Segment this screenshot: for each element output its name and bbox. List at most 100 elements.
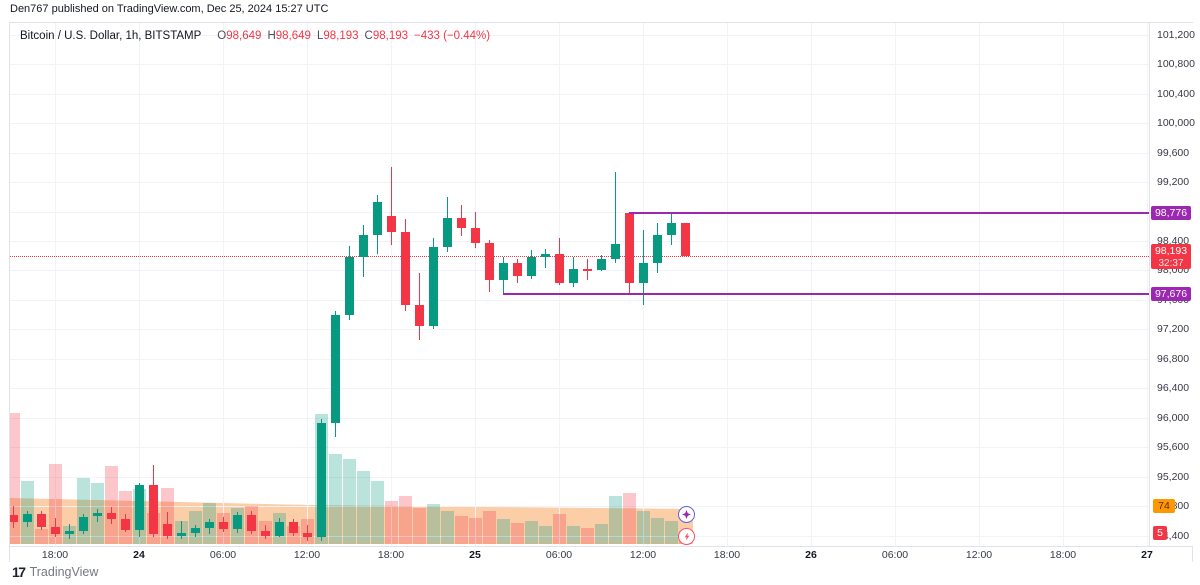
candle [512, 263, 522, 277]
price-tick-label: 97,200 [1157, 323, 1190, 336]
volume-bar [538, 526, 552, 544]
price-gridline [10, 270, 1149, 272]
candle-wick [614, 171, 616, 264]
price-gridline [10, 182, 1149, 184]
candle [176, 532, 186, 536]
time-gridline [307, 23, 308, 546]
price-gridline [10, 329, 1149, 331]
time-gridline [475, 23, 476, 546]
time-tick-label: 12:00 [965, 549, 993, 561]
volume-bar [580, 528, 594, 544]
price-tick-label: 95,600 [1157, 441, 1190, 454]
candle [442, 218, 452, 247]
high-value: 98,649 [275, 30, 311, 42]
chart-plot-area[interactable] [10, 23, 1149, 546]
volume-bar [10, 413, 20, 544]
volume-bar [664, 521, 678, 544]
candle [596, 258, 606, 271]
time-gridline [139, 23, 140, 546]
price-gridline [10, 241, 1149, 242]
sparkle-button[interactable] [678, 506, 695, 523]
time-gridline [1063, 23, 1064, 546]
price-tick-label: 100,800 [1157, 58, 1195, 71]
price-tick-label: 100,400 [1157, 87, 1195, 100]
time-gridline [979, 23, 980, 546]
low-label: L [316, 30, 324, 42]
time-gridline [811, 23, 812, 546]
time-tick-label: 06:00 [881, 549, 909, 561]
candle [386, 215, 396, 233]
volume-bar [650, 518, 664, 544]
candle [246, 515, 256, 532]
time-tick-label: 24 [133, 549, 145, 561]
volume-bar [622, 493, 636, 544]
candle [610, 243, 620, 259]
candle [470, 227, 480, 244]
candle [218, 522, 228, 530]
sparkle-icon [682, 510, 691, 519]
price-gridline [10, 535, 1149, 537]
candle [92, 512, 102, 517]
close-value: 98,193 [372, 30, 409, 42]
price-tick-label: 98,400 [1157, 235, 1190, 247]
volume-bar [636, 511, 650, 544]
volume-bar [608, 496, 622, 544]
price-gridline [10, 211, 1149, 213]
symbol-legend[interactable]: Bitcoin / U.S. Dollar, 1h, BITSTAMP O98,6… [20, 30, 490, 42]
candle [680, 222, 690, 257]
time-gridline [643, 23, 644, 546]
price-gridline [10, 64, 1149, 66]
time-tick-label: 06:00 [209, 549, 237, 561]
horizontal-level-line[interactable] [629, 212, 1149, 215]
volume-bar [370, 481, 384, 544]
candle [120, 519, 130, 530]
candle [638, 263, 648, 283]
current-price-badge: 98,193 32:37 [1151, 244, 1191, 270]
volume-bar [426, 504, 440, 544]
candle [498, 263, 508, 281]
high-label: H [267, 30, 276, 42]
price-gridline [10, 417, 1149, 419]
candle [316, 422, 326, 538]
price-gridline [10, 152, 1149, 154]
price-gridline [10, 93, 1149, 95]
lightning-icon [684, 532, 689, 541]
price-gridline [10, 34, 1149, 36]
time-gridline [727, 23, 728, 546]
candle [288, 522, 298, 533]
time-tick-label: 06:00 [545, 549, 573, 561]
price-axis[interactable]: 101,200 100,800 100,400 100,000 99,600 99,200… [1149, 23, 1195, 546]
volume-bar [48, 464, 62, 544]
price-level-badge: 97,676 [1151, 287, 1191, 302]
price-tick-label: 100,000 [1157, 117, 1195, 130]
candle [232, 515, 242, 530]
bar-countdown: 32:37 [1158, 258, 1184, 270]
attribution-text: Den767 published on TradingView.com, Dec… [10, 3, 329, 15]
tradingview-logo[interactable]: 17 TradingView [12, 564, 98, 580]
candle [10, 515, 18, 523]
open-label: O [217, 30, 227, 42]
change-value: −433 (−0.44%) [414, 30, 491, 42]
time-tick-label: 27 [1141, 549, 1153, 561]
close-label: C [364, 30, 373, 42]
candle [302, 532, 312, 538]
volume-bar [482, 511, 496, 544]
volume-bar [510, 523, 524, 544]
price-gridline [10, 476, 1149, 478]
candle [134, 484, 144, 530]
price-tick-label: 101,200 [1157, 28, 1195, 41]
volume-bar [524, 521, 538, 544]
volume-bar [440, 511, 454, 544]
candle [652, 235, 662, 264]
tradingview-logo-text: TradingView [29, 565, 99, 579]
candle [358, 235, 368, 258]
current-price-line [10, 256, 1149, 258]
volume-bar [398, 496, 412, 544]
horizontal-level-line[interactable] [503, 293, 1149, 296]
time-tick-label: 12:00 [629, 549, 657, 561]
time-axis[interactable]: 18:00 24 06:00 12:00 18:00 25 06:00 12:00 18:00 2… [10, 546, 1192, 562]
lightning-button[interactable] [678, 528, 695, 545]
volume-bar [552, 514, 566, 544]
low-value: 98,193 [323, 30, 359, 42]
candle [344, 257, 354, 315]
